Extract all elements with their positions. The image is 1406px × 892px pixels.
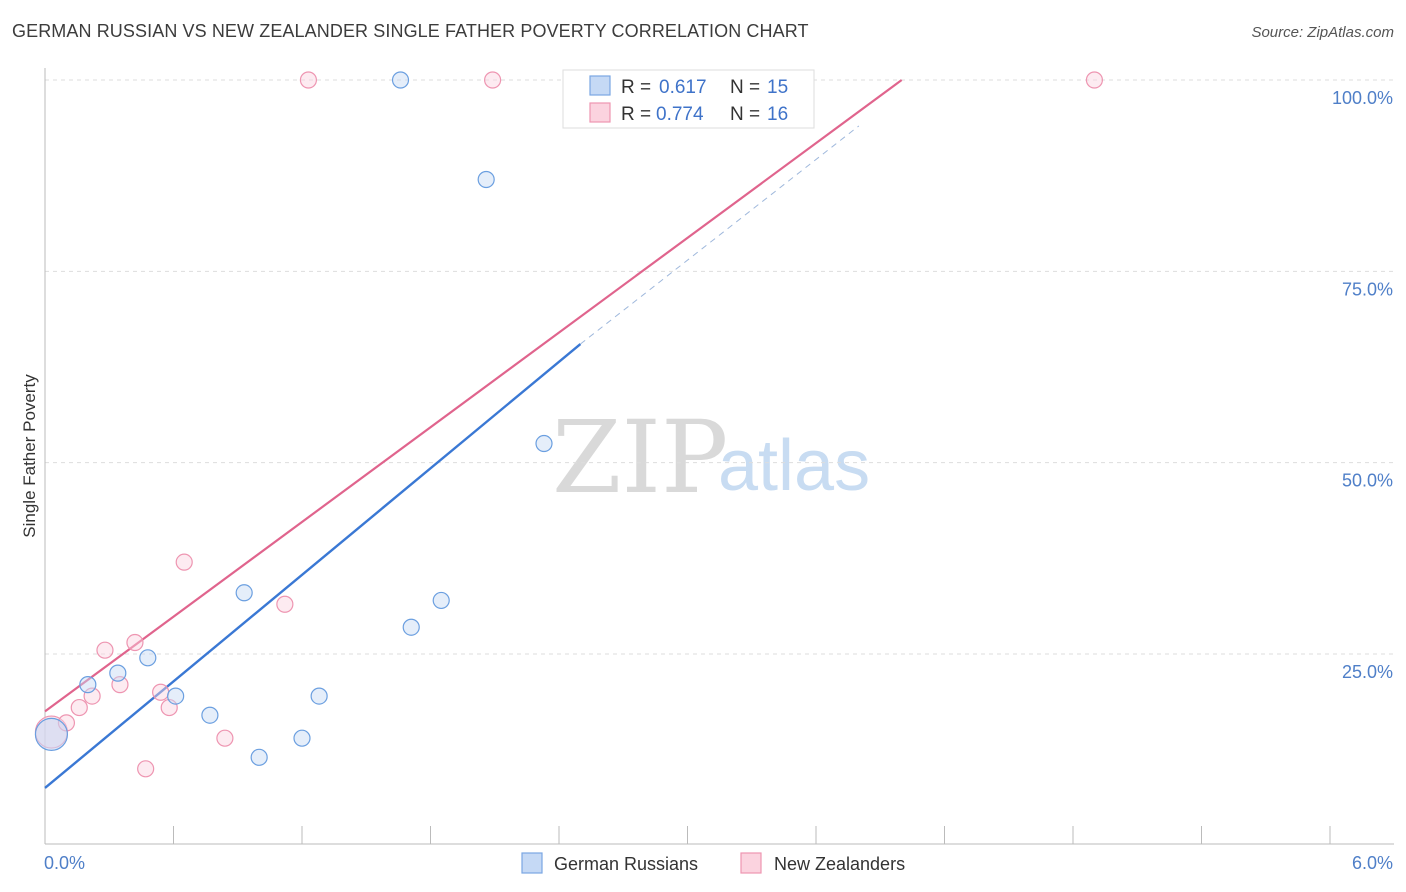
y-tick-labels: 25.0% 50.0% 75.0% 100.0% bbox=[1332, 88, 1393, 682]
data-point-german-russians bbox=[250, 748, 268, 766]
legend-r-value: 0.617 bbox=[659, 77, 707, 98]
correlation-legend: R = 0.617 N = 15 R = 0.774 N = 16 bbox=[562, 69, 815, 129]
legend-r-label: R = bbox=[621, 104, 651, 125]
data-point-german-russians bbox=[79, 676, 97, 694]
data-point-german-russians bbox=[139, 649, 157, 667]
series-legend: German Russians New Zealanders bbox=[521, 852, 905, 874]
data-point-new-zealanders bbox=[299, 71, 318, 89]
legend-n-label: N = bbox=[730, 104, 760, 125]
x-tick-label: 6.0% bbox=[1352, 853, 1393, 873]
data-point-german-russians bbox=[535, 434, 553, 453]
trend-line-new-zealanders bbox=[44, 79, 903, 713]
y-tick-label: 75.0% bbox=[1342, 279, 1393, 299]
watermark-atlas: atlas bbox=[718, 426, 870, 506]
data-point-german-russians bbox=[293, 729, 311, 747]
legend-swatch-new-zealanders bbox=[589, 102, 611, 123]
trend-line-german-russians bbox=[44, 343, 582, 789]
data-point-german-russians bbox=[167, 687, 185, 705]
legend-n-value: 15 bbox=[767, 77, 788, 98]
data-point-new-zealanders bbox=[216, 729, 234, 747]
series-german-russians bbox=[34, 71, 553, 766]
data-point-german-russians bbox=[109, 664, 127, 682]
data-point-new-zealanders bbox=[137, 760, 155, 778]
legend-n-value: 16 bbox=[767, 104, 788, 125]
source-credit: Source: ZipAtlas.com bbox=[1251, 24, 1394, 41]
bottom-legend-swatch-new-zealanders bbox=[740, 852, 762, 874]
data-point-german-russians bbox=[34, 717, 69, 751]
data-point-new-zealanders bbox=[126, 633, 144, 652]
data-point-new-zealanders bbox=[152, 683, 170, 701]
x-tick-labels: 0.0% 6.0% bbox=[44, 853, 1393, 873]
gridlines bbox=[45, 79, 1394, 655]
bottom-legend-swatch-german-russians bbox=[521, 852, 543, 874]
data-point-new-zealanders bbox=[1085, 71, 1104, 89]
legend-swatch-german-russians bbox=[589, 75, 611, 96]
trend-line-german-russians-extension bbox=[580, 125, 860, 345]
data-point-german-russians bbox=[310, 687, 328, 705]
y-tick-label: 25.0% bbox=[1342, 662, 1393, 682]
data-point-new-zealanders bbox=[70, 698, 88, 717]
data-point-german-russians bbox=[432, 591, 450, 610]
data-point-german-russians bbox=[477, 170, 495, 189]
data-point-german-russians bbox=[201, 706, 219, 724]
watermark: ZIP atlas bbox=[552, 399, 870, 516]
x-tick-label: 0.0% bbox=[44, 853, 85, 873]
data-point-new-zealanders bbox=[175, 553, 193, 571]
bottom-legend-german-russians: German Russians bbox=[554, 854, 698, 874]
data-point-german-russians bbox=[391, 71, 410, 89]
x-axis-ticks bbox=[44, 826, 1331, 844]
legend-r-label: R = bbox=[621, 77, 651, 98]
data-point-new-zealanders bbox=[96, 641, 114, 659]
trend-lines bbox=[44, 79, 903, 789]
data-point-new-zealanders bbox=[276, 595, 294, 613]
data-point-new-zealanders bbox=[484, 71, 502, 89]
chart-title: GERMAN RUSSIAN VS NEW ZEALANDER SINGLE F… bbox=[12, 21, 809, 41]
data-point-german-russians bbox=[402, 618, 420, 636]
y-tick-label: 100.0% bbox=[1332, 88, 1393, 108]
legend-n-label: N = bbox=[730, 77, 760, 98]
data-point-german-russians bbox=[235, 584, 253, 602]
y-axis-title: Single Father Poverty bbox=[20, 374, 39, 538]
watermark-zip: ZIP bbox=[552, 399, 728, 516]
bottom-legend-new-zealanders: New Zealanders bbox=[774, 854, 905, 874]
y-tick-label: 50.0% bbox=[1342, 471, 1393, 491]
legend-r-value: 0.774 bbox=[656, 104, 704, 125]
